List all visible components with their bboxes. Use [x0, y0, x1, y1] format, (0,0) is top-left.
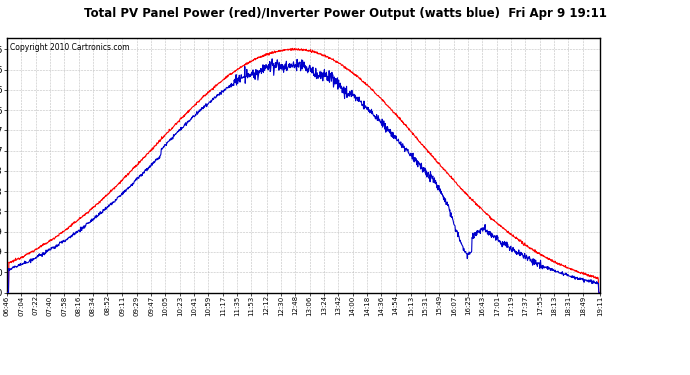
Text: Copyright 2010 Cartronics.com: Copyright 2010 Cartronics.com	[10, 43, 129, 52]
Text: Total PV Panel Power (red)/Inverter Power Output (watts blue)  Fri Apr 9 19:11: Total PV Panel Power (red)/Inverter Powe…	[83, 8, 607, 21]
